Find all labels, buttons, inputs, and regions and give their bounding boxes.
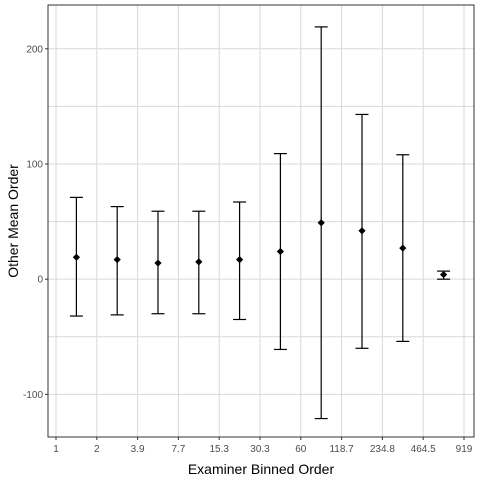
data-points — [72, 219, 448, 279]
x-axis: 1 2 3.9 7.7 15.3 30.3 60 118.7 234.8 464.5 919 — [53, 437, 473, 455]
mean-point — [236, 255, 244, 264]
x-tick-label: 3.9 — [131, 444, 145, 455]
x-tick-label: 919 — [456, 444, 473, 455]
y-axis-title: Other Mean Order — [5, 164, 21, 278]
plot-panel-border — [47, 4, 475, 438]
x-tick-label: 15.3 — [209, 444, 229, 455]
grid — [48, 5, 474, 437]
mean-point — [154, 259, 162, 267]
y-tick-label: 100 — [26, 159, 43, 170]
mean-point — [317, 219, 325, 227]
mean-point — [113, 255, 121, 264]
x-tick-label: 7.7 — [171, 444, 185, 455]
y-axis: -100 0 100 200 — [23, 44, 48, 401]
mean-point — [276, 247, 284, 256]
x-tick-label: 2 — [94, 444, 100, 455]
x-tick-label: 60 — [295, 444, 307, 455]
x-tick-label: 30.3 — [250, 444, 270, 455]
mean-point — [358, 227, 366, 235]
mean-point — [440, 270, 448, 279]
y-tick-label: -100 — [23, 390, 43, 401]
y-tick-label: 0 — [37, 275, 43, 286]
mean-point — [195, 258, 203, 266]
x-tick-label: 464.5 — [411, 444, 436, 455]
mean-point — [399, 244, 407, 252]
x-axis-title: Examiner Binned Order — [188, 461, 335, 477]
x-tick-label: 234.8 — [370, 444, 395, 455]
mean-point — [72, 253, 80, 261]
y-tick-label: 200 — [26, 44, 43, 55]
x-tick-label: 1 — [53, 444, 59, 455]
x-tick-label: 118.7 — [329, 444, 354, 455]
